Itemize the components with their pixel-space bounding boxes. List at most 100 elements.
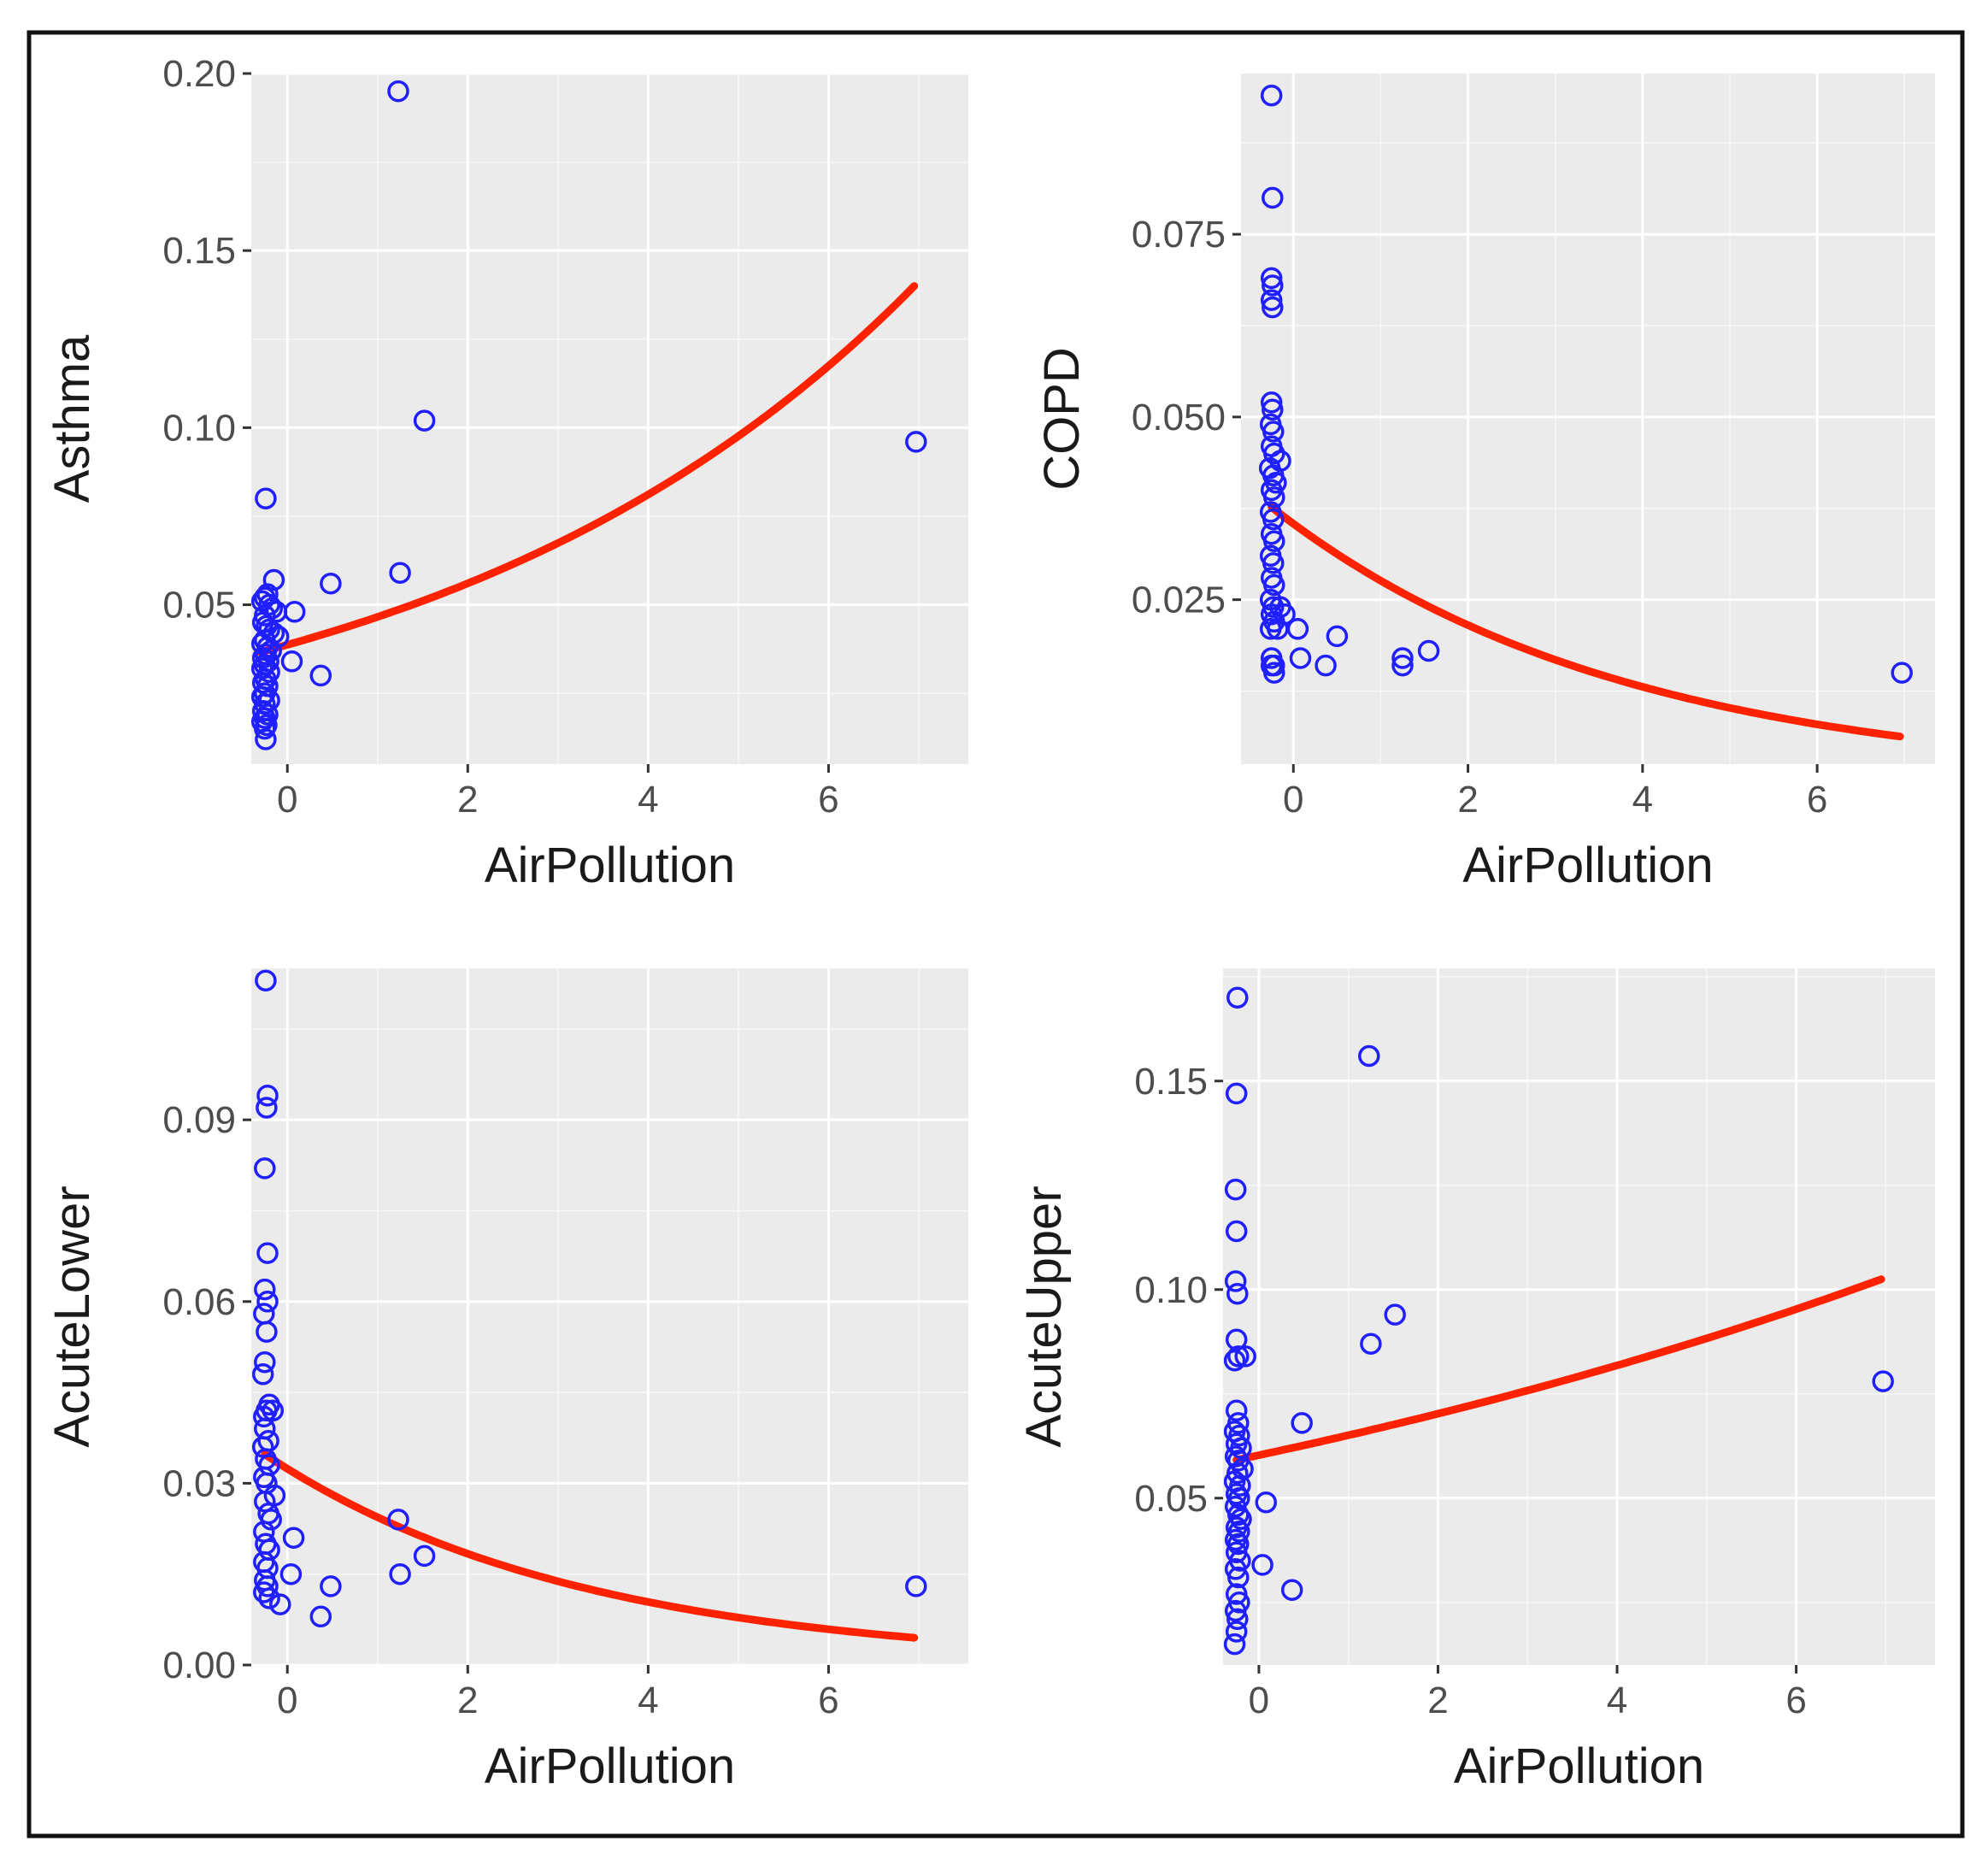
fit-curve	[1267, 503, 1904, 741]
data-point	[309, 1605, 332, 1628]
data-point	[1262, 508, 1285, 531]
data-point	[1225, 1483, 1248, 1505]
data-point	[1234, 1345, 1256, 1368]
data-point	[1225, 1082, 1248, 1105]
x-tick-label: 2	[457, 779, 478, 821]
data-point	[1260, 289, 1283, 311]
x-tick-label: 2	[1457, 779, 1478, 821]
data-point	[1227, 1503, 1250, 1527]
x-tick-label: 2	[457, 1680, 478, 1721]
data-point	[256, 1291, 279, 1313]
fit-layer	[1267, 503, 1904, 741]
data-point	[256, 1321, 278, 1343]
data-point	[1262, 296, 1284, 319]
data-point	[413, 409, 436, 432]
x-tick-label: 0	[277, 1680, 297, 1721]
data-point	[256, 1085, 279, 1107]
data-point	[1262, 398, 1284, 421]
data-point	[280, 650, 303, 673]
ticks-layer: 0 2 4 6 0.00 0.03 0.06 0.09	[162, 1099, 838, 1721]
x-tick-label: 2	[1427, 1680, 1448, 1721]
y-tick-label: 0.025	[1132, 580, 1226, 621]
data-point	[389, 562, 411, 584]
data-point	[256, 583, 279, 605]
data-point	[1291, 1412, 1313, 1434]
data-point	[254, 717, 276, 740]
points-layer	[251, 969, 927, 1628]
x-tick-label: 6	[1785, 1680, 1806, 1721]
plot-area	[251, 968, 968, 1665]
data-point	[389, 1562, 411, 1586]
y-tick-label: 0.06	[162, 1281, 236, 1323]
y-tick-label: 0.03	[162, 1462, 236, 1504]
data-point	[413, 1544, 436, 1568]
data-point	[1263, 662, 1285, 684]
data-point	[1225, 1621, 1248, 1643]
y-axis-title: AcuteUpper	[1016, 1185, 1072, 1447]
y-tick-label: 0.00	[162, 1644, 236, 1686]
data-point	[254, 1157, 276, 1180]
gridlines	[251, 968, 968, 1667]
y-axis-title: AcuteLower	[44, 1185, 100, 1447]
data-point	[269, 1593, 291, 1615]
gridlines	[251, 72, 968, 764]
data-point	[251, 1363, 274, 1386]
data-point	[256, 1242, 279, 1264]
data-point	[320, 572, 342, 595]
data-point	[1227, 1566, 1250, 1589]
data-point	[258, 1587, 280, 1609]
x-tick-label: 4	[1607, 1680, 1627, 1721]
data-point	[1225, 1399, 1248, 1422]
y-tick-label: 0.05	[162, 585, 236, 627]
x-tick-label: 4	[638, 779, 658, 821]
chart-panel-asthma: 0 2 4 6 0.05 0.10 0.15 0.20 AirPollution Asthma	[44, 53, 968, 893]
x-tick-label: 0	[1249, 1680, 1269, 1721]
data-point	[387, 1509, 409, 1531]
data-point	[1263, 574, 1285, 597]
plot-area	[251, 74, 968, 764]
fit-curve	[261, 1450, 919, 1642]
data-point	[1226, 1282, 1249, 1305]
x-tick-label: 0	[277, 779, 297, 821]
data-point	[1262, 421, 1285, 443]
data-point	[1262, 186, 1284, 209]
data-point	[1223, 1633, 1246, 1656]
data-point	[1260, 84, 1283, 107]
data-point	[1391, 654, 1414, 677]
data-point	[1224, 1178, 1247, 1201]
data-point	[1260, 267, 1283, 290]
x-axis-title: AirPollution	[1462, 838, 1713, 893]
ticks-layer: 0 2 4 6 0.05 0.10 0.15 0.20	[162, 53, 838, 821]
data-point	[1891, 662, 1913, 684]
data-point	[309, 664, 332, 687]
data-point	[1417, 639, 1440, 662]
data-point	[1251, 1554, 1273, 1576]
data-point	[1263, 530, 1285, 552]
x-tick-label: 6	[818, 779, 838, 821]
y-tick-label: 0.09	[162, 1099, 236, 1141]
fit-layer	[1232, 1275, 1885, 1464]
x-tick-label: 0	[1283, 779, 1303, 821]
data-point	[260, 1509, 282, 1531]
data-point	[255, 728, 277, 750]
data-point	[255, 969, 277, 991]
data-point	[1267, 618, 1289, 640]
x-tick-label: 6	[1807, 779, 1827, 821]
data-point	[1224, 1270, 1247, 1292]
data-point	[1224, 1599, 1247, 1622]
data-point	[1225, 1220, 1248, 1243]
data-point	[1223, 1349, 1246, 1372]
data-point	[282, 1527, 305, 1549]
gridlines	[1223, 968, 1935, 1665]
fit-layer	[256, 282, 919, 656]
data-point	[253, 1405, 275, 1428]
data-point	[1872, 1370, 1894, 1392]
data-point	[1326, 625, 1349, 648]
data-point	[1225, 1433, 1248, 1456]
chart-panel-acutelower: 0 2 4 6 0.00 0.03 0.06 0.09 AirPollution AcuteL…	[44, 968, 968, 1794]
data-point	[387, 79, 409, 103]
y-axis-title: COPD	[1034, 347, 1090, 491]
points-layer	[1258, 84, 1913, 684]
x-axis-title: AirPollution	[485, 1739, 735, 1794]
y-tick-label: 0.15	[1134, 1061, 1208, 1103]
